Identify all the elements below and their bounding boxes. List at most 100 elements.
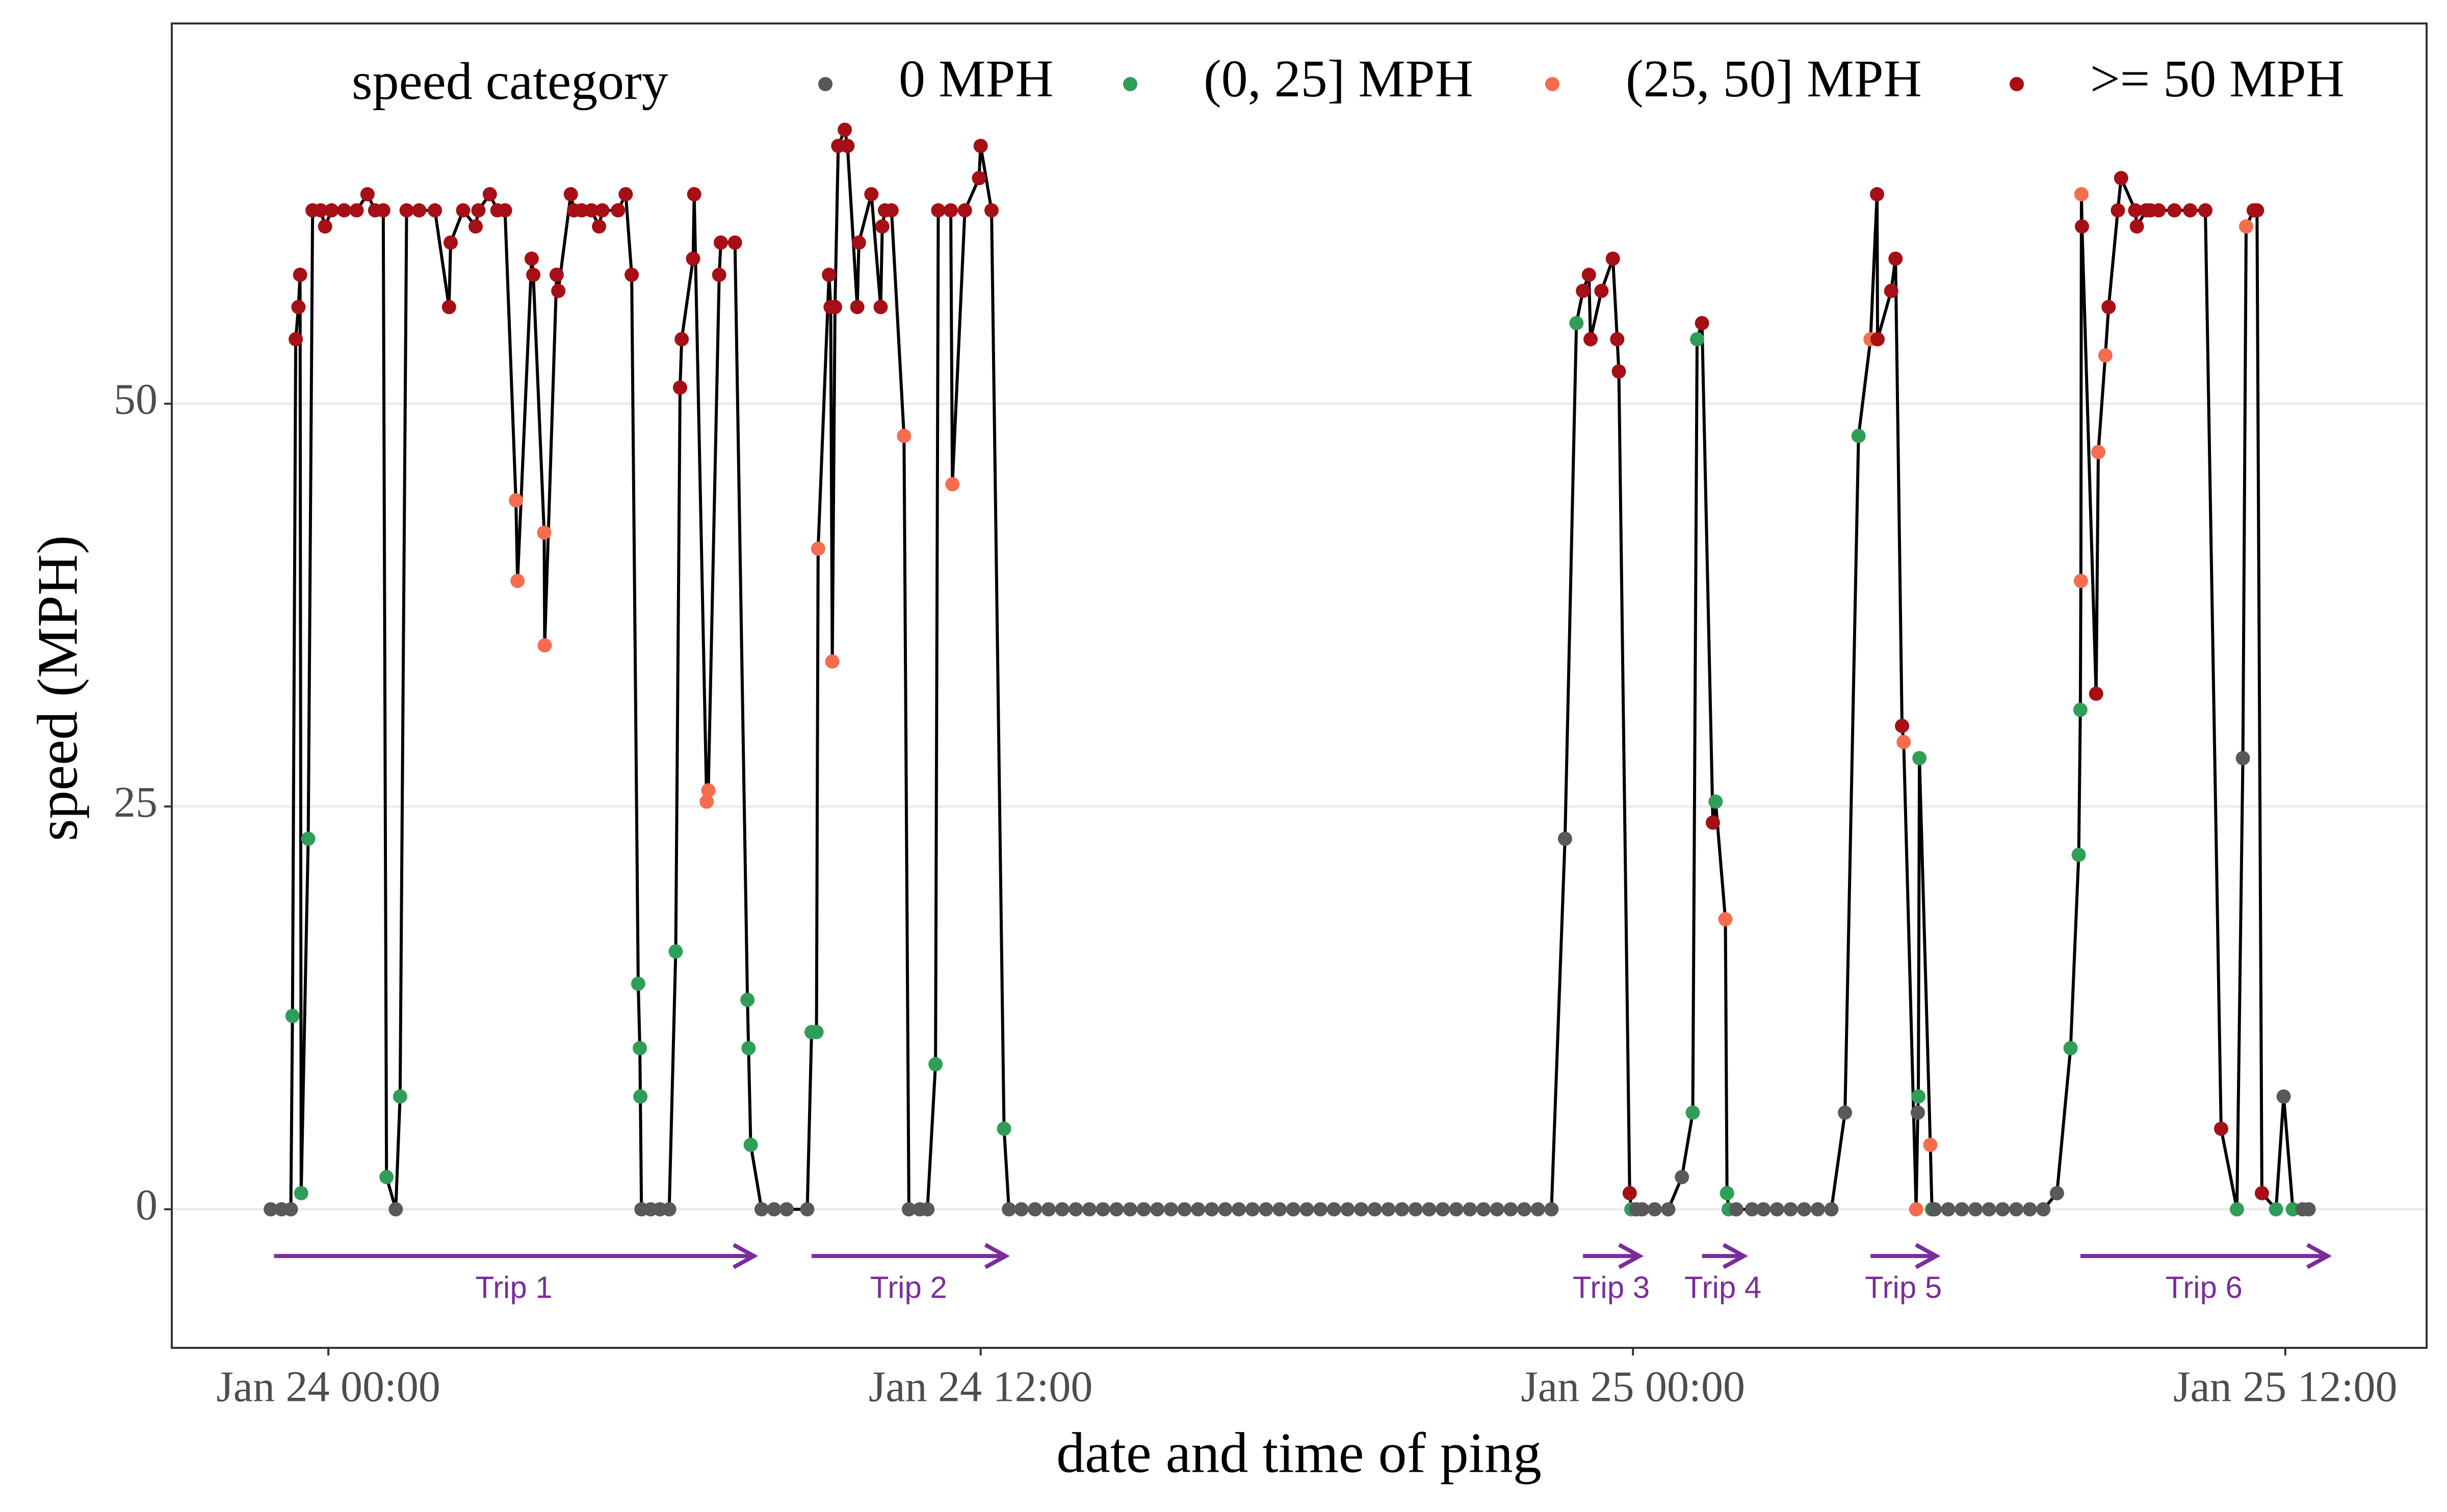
speed-point bbox=[1928, 1202, 1942, 1217]
speed-point bbox=[1395, 1202, 1410, 1217]
speed-point bbox=[662, 1202, 676, 1217]
legend-title: speed category bbox=[352, 52, 668, 111]
speed-point bbox=[699, 794, 714, 809]
speed-point bbox=[1838, 1105, 1853, 1120]
speed-point bbox=[1995, 1202, 2010, 1217]
speed-point bbox=[498, 203, 512, 218]
speed-point bbox=[611, 203, 626, 218]
speed-point bbox=[740, 993, 755, 1007]
speed-point bbox=[563, 187, 578, 202]
speed-point bbox=[1729, 1202, 1743, 1217]
legend-label: 0 MPH bbox=[899, 49, 1053, 108]
x-tick-label: Jan 24 12:00 bbox=[869, 1362, 1093, 1411]
speed-point bbox=[1014, 1202, 1029, 1217]
speed-point bbox=[864, 187, 879, 202]
speed-point bbox=[1797, 1202, 1812, 1217]
speed-point bbox=[1941, 1202, 1956, 1217]
speed-point bbox=[2238, 219, 2253, 234]
speed-point bbox=[2114, 171, 2128, 186]
speed-point bbox=[957, 203, 972, 218]
trip-label: Trip 4 bbox=[1684, 1270, 1761, 1305]
speed-point bbox=[687, 187, 701, 202]
speed-point bbox=[1661, 1202, 1676, 1217]
speed-point bbox=[1557, 831, 1572, 846]
trip-label: Trip 1 bbox=[476, 1270, 553, 1305]
speed-point bbox=[779, 1202, 794, 1217]
speed-point bbox=[1436, 1202, 1450, 1217]
speed-point bbox=[2073, 702, 2088, 717]
speed-point bbox=[1576, 283, 1591, 298]
legend-label: >= 50 MPH bbox=[2090, 49, 2345, 108]
speed-point bbox=[1912, 751, 1927, 766]
speed-point bbox=[1530, 1202, 1545, 1217]
speed-point bbox=[2074, 219, 2089, 234]
speed-point bbox=[2269, 1202, 2283, 1217]
speed-point bbox=[1476, 1202, 1491, 1217]
speed-point bbox=[800, 1202, 815, 1217]
speed-point bbox=[2250, 203, 2264, 218]
speed-point bbox=[2063, 1041, 2078, 1056]
speed-point bbox=[1109, 1202, 1124, 1217]
speed-point bbox=[1955, 1202, 1969, 1217]
speed-point bbox=[1422, 1202, 1437, 1217]
speed-point bbox=[1517, 1202, 1531, 1217]
speed-point bbox=[1745, 1202, 1759, 1217]
y-axis-title: speed (MPH) bbox=[27, 535, 90, 841]
speed-point bbox=[412, 203, 427, 218]
speed-point bbox=[1463, 1202, 1477, 1217]
speed-point bbox=[1326, 1202, 1341, 1217]
legend-swatch bbox=[818, 77, 832, 91]
speed-point bbox=[1313, 1202, 1328, 1217]
speed-point bbox=[376, 203, 391, 218]
speed-point bbox=[1769, 1202, 1784, 1217]
trip-arrowhead bbox=[733, 1243, 759, 1269]
speed-point bbox=[2009, 1202, 2023, 1217]
speed-point bbox=[1685, 1105, 1700, 1120]
speed-point bbox=[754, 1202, 769, 1217]
speed-point bbox=[1002, 1202, 1017, 1217]
y-tick-label: 50 bbox=[114, 375, 158, 424]
speed-point bbox=[712, 268, 726, 282]
speed-point bbox=[2071, 847, 2086, 862]
speed-point bbox=[549, 268, 564, 282]
x-tick-label: Jan 24 00:00 bbox=[216, 1362, 440, 1411]
speed-point bbox=[997, 1122, 1011, 1136]
speed-point bbox=[1272, 1202, 1287, 1217]
speed-point bbox=[1622, 1186, 1637, 1201]
speed-point bbox=[2229, 1202, 2244, 1217]
speed-point bbox=[1594, 283, 1609, 298]
speed-point bbox=[741, 1041, 756, 1056]
speed-point bbox=[574, 203, 589, 218]
speed-point bbox=[388, 1202, 403, 1217]
speed-point bbox=[1695, 316, 1709, 330]
speed-point bbox=[289, 332, 303, 347]
speed-point bbox=[920, 1202, 935, 1217]
speed-point bbox=[2167, 203, 2182, 218]
speed-point bbox=[2128, 203, 2143, 218]
speed-point bbox=[1408, 1202, 1423, 1217]
speed-point bbox=[1299, 1202, 1314, 1217]
speed-point bbox=[686, 251, 700, 266]
speed-point bbox=[1756, 1202, 1771, 1217]
speed-point bbox=[428, 203, 442, 218]
speed-point bbox=[875, 219, 890, 234]
speed-point bbox=[379, 1169, 394, 1184]
speed-point bbox=[1381, 1202, 1396, 1217]
speed-point bbox=[1069, 1202, 1083, 1217]
speed-point bbox=[1028, 1202, 1043, 1217]
speed-point bbox=[1191, 1202, 1206, 1217]
speed-point bbox=[1888, 251, 1903, 266]
speed-point bbox=[809, 1025, 824, 1039]
speed-point bbox=[2073, 573, 2088, 588]
speed-point bbox=[838, 122, 852, 137]
speed-point bbox=[825, 654, 840, 669]
speed-point bbox=[767, 1202, 782, 1217]
speed-point bbox=[508, 493, 523, 508]
speed-point bbox=[456, 203, 471, 218]
speed-point bbox=[1259, 1202, 1273, 1217]
speed-point bbox=[324, 203, 339, 218]
speed-point bbox=[1354, 1202, 1369, 1217]
speed-point bbox=[2111, 203, 2125, 218]
speed-point bbox=[633, 1041, 647, 1056]
trip-arrowhead bbox=[1915, 1243, 1941, 1269]
